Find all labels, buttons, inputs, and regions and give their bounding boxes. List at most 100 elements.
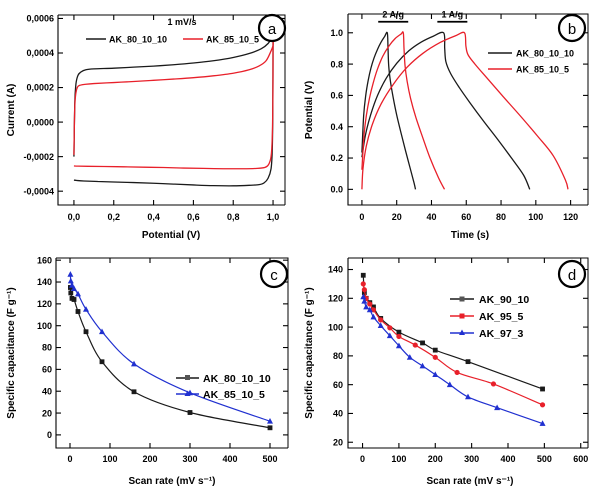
series-line-AK_80_10_10 [69, 287, 271, 429]
data-point [395, 342, 402, 349]
x-tick-label: 0 [360, 454, 365, 464]
panel-d-label-text: d [568, 267, 576, 284]
legend-marker-circle [459, 313, 465, 319]
panel-d-label-badge: d [557, 259, 587, 289]
panel-a-annotation: 1 mV/s [167, 17, 196, 27]
x-tick-label: 100 [102, 454, 117, 464]
panel-a-ylabel: Current (A) [6, 84, 17, 137]
panel-b-label-text: b [568, 21, 576, 38]
panel-b-label-badge: b [557, 13, 587, 43]
panel-c-ylabel: Specific capacitance (F g⁻¹) [6, 287, 17, 418]
x-tick-label: 100 [391, 454, 406, 464]
panel-d-curves [360, 272, 546, 426]
data-point [360, 281, 366, 287]
y-tick-label: 160 [37, 255, 52, 265]
y-tick-label: 1.0 [330, 28, 343, 38]
data-point [267, 425, 273, 431]
y-tick-label: 0.2 [330, 153, 343, 163]
y-tick-label: 80 [333, 351, 343, 361]
legend-marker-square [459, 296, 465, 302]
y-tick-label: 0,0004 [26, 48, 54, 58]
x-tick-label: 0 [359, 212, 364, 222]
gcd-curve-AK_85_10_5 [361, 31, 569, 190]
x-tick-label: 1,0 [267, 212, 280, 222]
data-point [67, 277, 74, 284]
gcd-curve-AK_80_10_10 [361, 31, 531, 190]
y-tick-label: 120 [37, 299, 52, 309]
panel-c-xlabel: Scan rate (mV s⁻¹) [129, 476, 216, 487]
panel-a-svg: 0,0 0,2 0,4 0,6 0,8 1,0 0,0006 0,0004 0,0002 0,00… [6, 13, 287, 241]
panel-a-axes [57, 14, 286, 206]
annotation-current-density: 2 A/g [382, 9, 404, 19]
panel-a-legend-label-2: AK_85_10_5 [206, 35, 259, 45]
legend-marker-triangle [184, 390, 191, 396]
x-tick-label: 0,8 [227, 212, 240, 222]
y-tick-label: 40 [42, 386, 52, 396]
panel-c-svg: 0 100 200 300 400 500 0 20 40 60 80 100 120 140 160 Sc… [6, 255, 289, 487]
panel-c-label-text: c [270, 267, 278, 284]
data-point [363, 303, 370, 310]
y-tick-label: 0,0000 [26, 117, 54, 127]
data-point [490, 381, 497, 387]
panel-a-label-badge: a [257, 13, 287, 43]
data-point [367, 301, 373, 307]
panel-c-legend-label-2: AK_85_10_5 [203, 389, 265, 401]
panel-a: 0,0 0,2 0,4 0,6 0,8 1,0 0,0006 0,0004 0,0002 0,00… [0, 0, 300, 248]
y-tick-label: 0 [47, 430, 52, 440]
legend-marker-square [185, 375, 190, 380]
panel-d-svg: 0 100 200 300 400 500 600 20 40 60 80 100 120 140 Sca… [304, 257, 589, 487]
panel-a-label-text: a [268, 21, 277, 38]
y-tick-label: 0.6 [330, 91, 343, 101]
panel-d-legend-label-2: AK_95_5 [479, 311, 524, 323]
y-tick-label: 0,0002 [26, 83, 54, 93]
data-point [378, 317, 384, 323]
data-point [432, 347, 438, 353]
data-point [370, 313, 377, 320]
x-tick-label: 400 [222, 454, 237, 464]
y-tick-label: 20 [42, 408, 52, 418]
data-point [406, 354, 413, 360]
x-tick-label: 300 [182, 454, 197, 464]
data-point [396, 333, 402, 340]
panel-c: 0 100 200 300 400 500 0 20 40 60 80 100 120 140 160 Sc… [0, 248, 300, 497]
data-point [75, 309, 81, 314]
data-point [420, 340, 425, 346]
data-point [75, 290, 81, 297]
data-point [67, 271, 74, 277]
y-tick-label: 100 [328, 322, 343, 332]
data-point [386, 332, 393, 339]
panel-c-legend-label-1: AK_80_10_10 [203, 373, 271, 385]
y-tick-label: 0,0006 [26, 14, 54, 24]
data-point [446, 381, 453, 388]
panel-b-curves [361, 31, 569, 190]
data-point [99, 359, 105, 365]
data-point [71, 285, 77, 291]
data-point [396, 329, 402, 335]
panel-d-legend-label-1: AK_90_10 [479, 294, 529, 306]
data-point [419, 362, 426, 369]
y-tick-label: 40 [333, 409, 343, 419]
data-point [131, 360, 137, 367]
data-point [377, 322, 384, 329]
data-point [360, 293, 367, 300]
data-point [412, 342, 418, 348]
panel-c-curves [67, 271, 273, 431]
panel-b-annotations: 2 A/g 1 A/g [378, 9, 468, 23]
data-point [83, 329, 89, 335]
data-point [366, 306, 373, 313]
panel-a-legend: AK_80_10_10 AK_85_10_5 [86, 35, 259, 45]
data-point [539, 402, 546, 408]
panel-b-legend-label-2: AK_85_10_5 [516, 65, 569, 75]
data-point [432, 354, 438, 360]
data-point [361, 287, 367, 293]
panel-b-svg: 0 20 40 60 80 100 120 0.0 0.2 0.4 0.6 0.8 1.0 2 A/g 1… [304, 9, 589, 241]
data-point [360, 272, 366, 278]
x-tick-label: 500 [262, 454, 277, 464]
x-tick-label: 300 [464, 454, 479, 464]
cv-curve-AK_85_10_5 [73, 40, 274, 170]
panel-d-ticks: 0 100 200 300 400 500 600 20 40 60 80 100 120 140 [328, 258, 588, 464]
data-point [69, 282, 75, 288]
gcd-curve-AK_85_10_5 [361, 31, 446, 190]
y-tick-label: 0.8 [330, 59, 343, 69]
x-tick-label: 120 [563, 212, 578, 222]
